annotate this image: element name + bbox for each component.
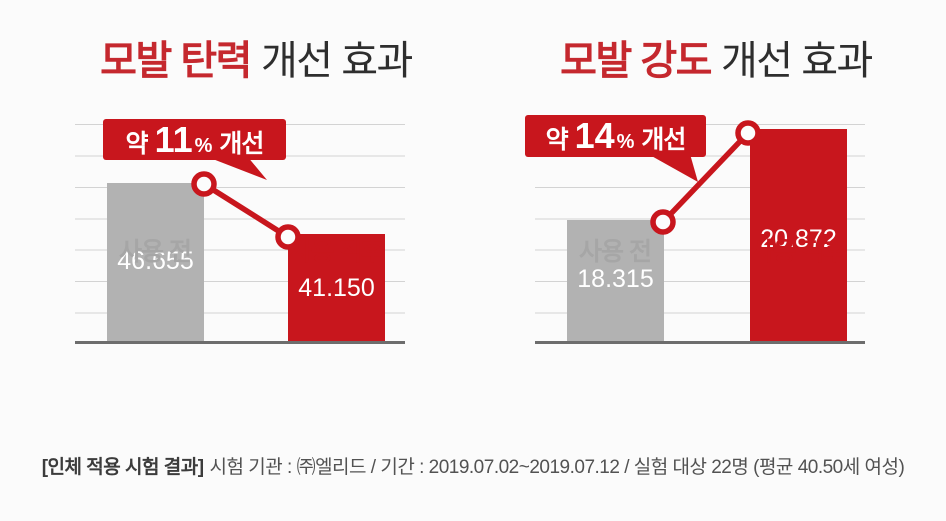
- chart2-bar-after: 20.872: [750, 129, 847, 341]
- badge-prefix: 약: [125, 130, 149, 158]
- badge-suffix: 개선: [219, 130, 264, 158]
- badge-percent-sign: %: [194, 135, 213, 157]
- chart2-bar-before-value: 18.315: [577, 265, 654, 293]
- chart1-bar-before-value: 46.655: [117, 247, 194, 275]
- chart2-bar-before: 18.315: [567, 220, 664, 341]
- chart2-title-highlight: 모발 강도: [560, 39, 712, 83]
- test-result-footnote: [인체 적용 시험 결과] 시험 기관 : ㈜엘리드 / 기간 : 2019.07…: [0, 452, 946, 479]
- chart1-bar-after: 41.150: [288, 234, 385, 341]
- badge-percent-value: 11: [154, 119, 193, 160]
- chart2-panel: 18.315 20.872 사용 전 사용 직후: [535, 124, 865, 394]
- chart1-panel: 46.655 41.150 사용 전 사용 직후: [75, 124, 405, 394]
- chart1-title-rest: 개선 효과: [261, 39, 413, 83]
- footnote-bracket: [인체 적용 시험 결과]: [41, 457, 204, 478]
- chart2-bar-after-value: 20.872: [760, 225, 837, 253]
- chart1-improvement-badge: 약 11 % 개선: [103, 119, 286, 160]
- chart1-title-highlight: 모발 탄력: [100, 39, 252, 83]
- chart2-title-rest: 개선 효과: [721, 39, 873, 83]
- chart2-title: 모발 강도 개선 효과: [536, 28, 896, 86]
- chart2-xlabel-after: 사용 직후: [751, 238, 846, 266]
- badge-suffix: 개선: [641, 126, 686, 154]
- chart1-bar-before: 46.655: [107, 183, 204, 341]
- footnote-detail: 시험 기관 : ㈜엘리드 / 기간 : 2019.07.02~2019.07.1…: [209, 457, 905, 478]
- chart1-xlabel-before: 사용 전: [119, 238, 192, 266]
- chart1-title: 모발 탄력 개선 효과: [76, 28, 436, 86]
- badge-percent-value: 14: [574, 115, 615, 156]
- badge-prefix: 약: [545, 126, 569, 154]
- chart1-bar-after-value: 41.150: [298, 274, 375, 302]
- chart1-xlabel-after: 사용 직후: [289, 238, 384, 266]
- chart2-xlabel-before: 사용 전: [579, 238, 652, 266]
- badge-percent-sign: %: [616, 131, 635, 153]
- chart2-improvement-badge: 약 14 % 개선: [525, 115, 706, 157]
